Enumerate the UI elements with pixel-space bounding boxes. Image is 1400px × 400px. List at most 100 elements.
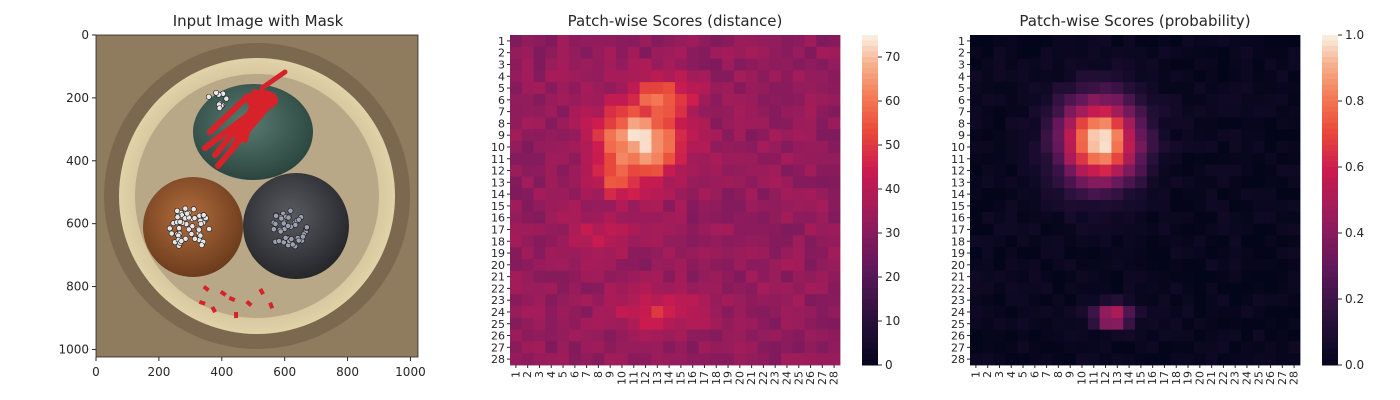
heatmap-cell	[604, 164, 617, 177]
y-tick-label: 6	[958, 94, 965, 107]
heatmap-cell	[733, 353, 747, 366]
heatmap-cell	[568, 35, 582, 48]
heatmap-cell	[745, 317, 758, 331]
heatmap-cell	[533, 223, 546, 236]
heatmap-cell	[1217, 294, 1230, 307]
x-tick-label: 17	[1158, 371, 1171, 385]
heatmap-cell	[545, 200, 558, 213]
heatmap-cell	[545, 93, 558, 107]
heatmap-cell	[1205, 141, 1218, 154]
heatmap-cell	[781, 329, 794, 342]
heatmap-cell	[710, 129, 723, 142]
heatmap-cell	[675, 117, 688, 130]
heatmap-cell	[557, 129, 570, 142]
heatmap-cell	[1111, 164, 1124, 177]
heatmap-cell	[792, 329, 806, 342]
heatmap-cell	[533, 164, 546, 177]
strand	[299, 233, 306, 240]
heatmap-cell	[1040, 46, 1053, 59]
colorbar-segment	[1322, 216, 1338, 223]
heatmap-cell	[675, 188, 688, 201]
heatmap-cell	[1205, 46, 1218, 59]
heatmap-cell	[1182, 82, 1195, 95]
heatmap-cell	[1205, 223, 1218, 236]
heatmap-cell	[722, 294, 735, 307]
heatmap-cell	[1005, 223, 1018, 236]
strand	[197, 220, 204, 227]
strand	[197, 232, 204, 239]
heatmap-cell	[993, 353, 1006, 366]
mask-fragment	[234, 312, 239, 319]
heatmap-cell	[816, 129, 829, 142]
colorbar-segment	[1322, 343, 1338, 349]
heatmap-cell	[1099, 152, 1112, 166]
heatmap-cell	[1052, 129, 1065, 142]
heatmap-cell	[1264, 46, 1277, 59]
heatmap-cell	[580, 35, 593, 48]
heatmap-cell	[510, 129, 523, 142]
heatmap-cell	[1182, 294, 1195, 307]
colorbar-segment	[1322, 95, 1338, 102]
heatmap-cell	[1123, 188, 1136, 201]
heatmap-cell	[1217, 200, 1230, 213]
heatmap-cell	[1288, 353, 1301, 366]
heatmap-cell	[1064, 70, 1077, 83]
heatmap-cell	[568, 200, 582, 213]
heatmap-cell	[1288, 282, 1301, 295]
heatmap-cell	[592, 223, 605, 236]
heatmap-cell	[663, 306, 676, 319]
heatmap-cell	[733, 188, 747, 201]
heatmap-cell	[1052, 105, 1065, 118]
heatmap-cell	[627, 176, 641, 189]
heatmap-cell	[1087, 46, 1101, 59]
heatmap-cell	[722, 35, 735, 48]
heatmap-cell	[686, 70, 699, 83]
heatmap-cell	[1252, 35, 1266, 48]
colorbar-segment	[1322, 117, 1338, 124]
heatmap-cell	[604, 105, 617, 118]
x-tick-label: 26	[1264, 371, 1277, 385]
heatmap-cell	[580, 306, 593, 319]
heatmap-cell	[651, 152, 664, 166]
heatmap-cell	[1076, 58, 1089, 71]
heatmap-cell	[993, 129, 1006, 142]
heatmap-cell	[568, 329, 582, 342]
heatmap-cell	[1158, 164, 1171, 177]
heatmap-cell	[828, 341, 841, 354]
heatmap-cell	[580, 282, 593, 295]
strand	[277, 228, 284, 235]
heatmap-cell	[521, 82, 534, 95]
heatmap-cell	[1193, 258, 1207, 272]
heatmap-cell	[804, 152, 817, 166]
heatmap-cell	[1017, 93, 1030, 107]
colorbar-tick-label: 50	[885, 138, 900, 152]
heatmap-cell	[1052, 211, 1065, 224]
heatmap-cell	[981, 70, 994, 83]
heatmap-cell	[970, 270, 983, 283]
heatmap-cell	[1241, 58, 1254, 71]
heatmap-cell	[1017, 152, 1030, 166]
heatmap-cell	[1052, 82, 1065, 95]
heatmap-cell	[1111, 211, 1124, 224]
heatmap-cell	[510, 317, 523, 331]
heatmap-cell	[781, 164, 794, 177]
heatmap-cell	[686, 341, 699, 354]
heatmap-cell	[816, 82, 829, 95]
heatmap-cell	[710, 317, 723, 331]
heatmap-cell	[1252, 93, 1266, 107]
heatmap-cell	[1170, 141, 1183, 154]
heatmap-cell	[804, 164, 817, 177]
heatmap-cell	[1017, 258, 1030, 272]
heatmap-cell	[1123, 270, 1136, 283]
strand	[200, 212, 207, 219]
heatmap-cell	[1158, 223, 1171, 236]
heatmap-cell	[580, 329, 593, 342]
heatmap-cell	[663, 129, 676, 142]
heatmap-cell	[698, 129, 711, 142]
heatmap-cell	[686, 93, 699, 107]
heatmap-cell	[745, 258, 758, 272]
colorbar-segment	[1322, 249, 1338, 256]
colorbar-segment	[862, 139, 878, 146]
heatmap-cell	[592, 211, 605, 224]
x-tick-label: 1	[509, 371, 522, 378]
